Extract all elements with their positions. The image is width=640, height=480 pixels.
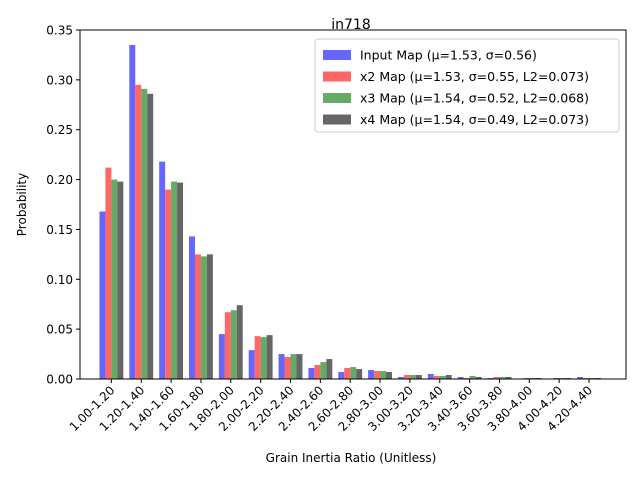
legend-swatch-1 [323, 71, 351, 82]
bar-series-2-3 [200, 256, 207, 379]
bar-series-3-13 [505, 377, 512, 379]
bar-series-2-9 [380, 371, 387, 379]
bar-series-2-0 [111, 179, 118, 379]
bar-series-0-4 [218, 334, 225, 379]
bar-series-3-11 [445, 375, 452, 379]
bar-series-3-12 [475, 377, 482, 379]
bar-series-1-2 [165, 189, 172, 379]
bar-series-0-0 [99, 211, 106, 379]
y-axis: 0.00 0.05 0.10 0.15 0.20 0.25 0.30 0.35 [46, 24, 80, 387]
legend: Input Map (μ=1.53, σ=0.56) x2 Map (μ=1.53… [314, 38, 620, 133]
bar-series-0-16 [577, 377, 584, 379]
bars-group [99, 44, 601, 380]
bar-series-3-9 [386, 372, 392, 379]
bar-series-1-4 [224, 312, 231, 379]
bar-series-3-8 [356, 369, 363, 379]
bar-series-0-3 [189, 236, 195, 379]
y-tick-label-1: 0.05 [46, 323, 73, 337]
bar-series-0-9 [368, 370, 375, 379]
bar-series-0-10 [397, 377, 404, 379]
bar-series-2-8 [350, 367, 357, 379]
bar-series-3-0 [117, 181, 124, 379]
bar-series-0-11 [427, 374, 434, 379]
bar-series-1-13 [493, 377, 500, 379]
bar-series-3-6 [296, 354, 303, 379]
bar-series-1-10 [403, 375, 410, 379]
bar-series-2-4 [230, 310, 237, 379]
bar-series-3-3 [206, 254, 213, 379]
bar-series-1-3 [194, 254, 201, 379]
y-tick-label-4: 0.20 [46, 173, 73, 187]
bar-series-2-1 [141, 88, 148, 379]
bar-series-2-5 [260, 337, 267, 379]
y-tick-label-7: 0.35 [46, 24, 73, 38]
bar-series-2-7 [320, 362, 327, 379]
y-tick-label-5: 0.25 [46, 123, 73, 137]
bar-series-1-8 [344, 368, 351, 379]
bar-series-0-6 [278, 354, 285, 379]
bar-series-0-1 [129, 44, 136, 380]
x-axis: 1.00-1.201.20-1.401.40-1.601.60-1.801.80… [67, 379, 595, 434]
bar-series-0-2 [159, 161, 166, 379]
bar-series-0-5 [248, 350, 255, 379]
bar-series-1-6 [284, 357, 291, 379]
bar-series-2-10 [409, 375, 416, 379]
bar-series-2-2 [171, 181, 178, 379]
bar-series-1-0 [105, 167, 112, 379]
legend-label-2: x3 Map (μ=1.54, σ=0.52, L2=0.068) [360, 91, 589, 106]
bar-series-3-1 [147, 93, 154, 379]
bar-series-2-12 [469, 376, 476, 379]
bar-series-3-10 [415, 375, 422, 379]
y-tick-label-2: 0.10 [46, 273, 73, 287]
plot-frame [79, 29, 627, 380]
legend-box [314, 38, 620, 133]
x-axis-title: Grain Inertia Ratio (Unitless) [266, 451, 437, 465]
y-tick-label-3: 0.15 [46, 223, 73, 237]
bar-series-0-12 [457, 377, 464, 379]
bar-series-1-1 [135, 84, 142, 379]
bar-series-0-8 [338, 372, 345, 379]
bar-series-3-2 [177, 182, 184, 379]
bar-series-1-9 [374, 371, 381, 379]
y-axis-title: Probability [15, 173, 29, 236]
legend-swatch-0 [323, 50, 351, 60]
bar-series-0-7 [308, 368, 315, 379]
bar-series-3-5 [266, 335, 273, 379]
bar-series-3-4 [236, 305, 243, 379]
bar-series-2-13 [499, 377, 506, 379]
legend-swatch-2 [323, 93, 351, 103]
legend-label-1: x2 Map (μ=1.53, σ=0.55, L2=0.073) [360, 69, 589, 84]
legend-label-0: Input Map (μ=1.53, σ=0.56) [360, 48, 537, 63]
y-tick-label-6: 0.30 [46, 73, 73, 87]
bar-series-1-5 [254, 336, 261, 379]
y-tick-label-0: 0.00 [46, 373, 73, 387]
bar-series-3-7 [326, 359, 333, 379]
legend-swatch-3 [323, 114, 351, 125]
bar-series-1-7 [314, 365, 321, 379]
bar-series-1-11 [433, 376, 440, 379]
chart-title: in718 [331, 17, 370, 33]
legend-label-3: x4 Map (μ=1.54, σ=0.49, L2=0.073) [360, 112, 589, 127]
bar-series-2-6 [290, 354, 297, 379]
bar-series-2-11 [439, 376, 446, 379]
